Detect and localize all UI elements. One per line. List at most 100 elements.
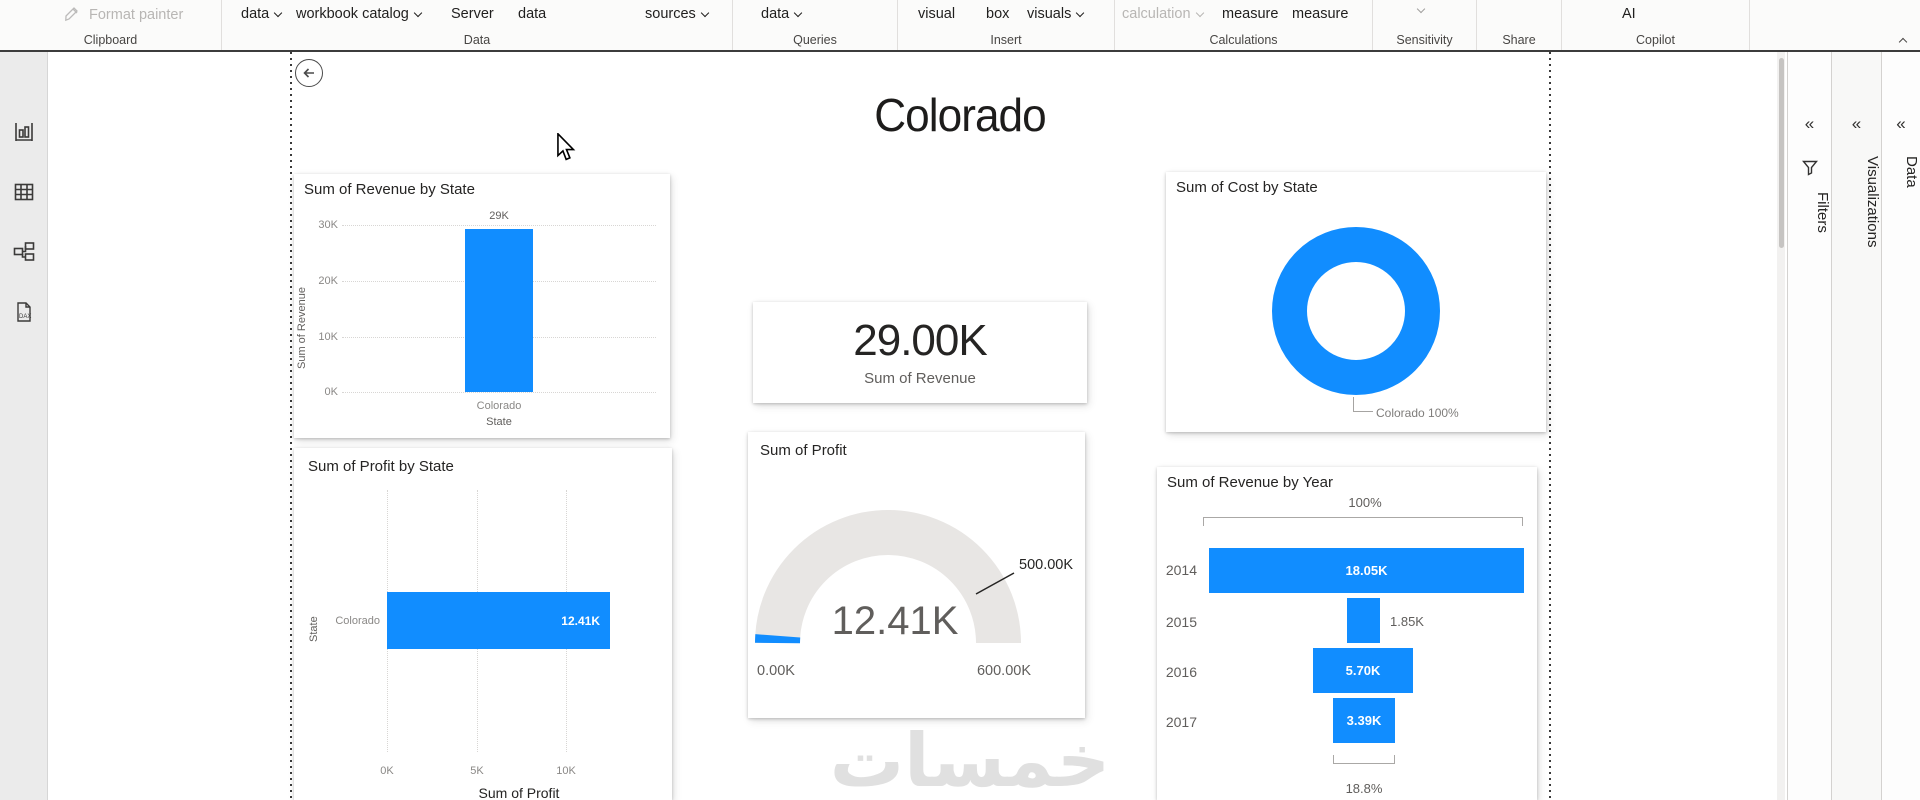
gauge-target-label: 500.00K [1019,557,1073,573]
enter-data-button[interactable]: data [518,6,547,22]
collapse-ribbon-button[interactable] [1898,32,1910,47]
y-tick: 10K [318,331,338,343]
get-data-button[interactable]: data [241,6,283,22]
filters-pane-title[interactable]: Filters [1814,192,1831,233]
copilot-ai-button[interactable]: AI [1622,6,1636,22]
chevron-up-icon [1898,37,1908,47]
new-measure-button[interactable]: measure [1222,6,1279,22]
funnel-bar-2016[interactable] [1313,648,1413,693]
page-boundary-right [1549,52,1551,800]
donut-callout-line [1353,397,1373,412]
funnel-bottom-bracket [1333,755,1395,764]
visualizations-pane: « Visualizations [1831,52,1881,800]
sensitivity-dropdown[interactable] [1416,4,1426,15]
funnel-bottom-percent: 18.8% [1345,781,1383,796]
data-pane: « Data [1881,52,1920,800]
canvas-scrollbar[interactable] [1777,52,1785,800]
y-category-label: Colorado [335,615,380,627]
gauge-min-label: 0.00K [757,663,795,679]
copilot-group-label: Copilot [1636,33,1675,47]
x-tick: 0K [380,765,394,777]
model-view-icon[interactable] [12,240,36,264]
donut-slice-colorado[interactable] [1272,227,1440,395]
recent-sources-button[interactable]: sources [645,6,710,22]
expand-filters-icon[interactable]: « [1804,114,1815,133]
bar-colorado[interactable] [387,592,610,649]
funnel-bar-2014[interactable] [1209,548,1524,593]
scrollbar-thumb[interactable] [1778,58,1784,248]
funnel-year-label: 2017 [1165,714,1197,730]
report-view-icon[interactable] [12,120,36,144]
quick-measure-button[interactable]: measure [1292,6,1349,22]
column-colorado[interactable] [465,229,533,392]
expand-visualizations-icon[interactable]: « [1851,114,1862,133]
chevron-down-icon [413,8,423,17]
transform-data-button[interactable]: data [761,6,803,22]
filter-funnel-icon[interactable] [1801,158,1819,176]
visual-title: Sum of Profit [760,442,847,459]
funnel-bar-2017[interactable] [1333,698,1395,743]
y-axis-title: State [308,616,320,642]
funnel-year-label: 2014 [1165,562,1197,578]
card-value: 29.00K [853,316,987,365]
chevron-down-icon [793,8,803,17]
chevron-down-icon [700,8,710,17]
insert-group-label: Insert [990,33,1022,47]
ribbon-group-share: Share [1477,0,1562,50]
y-tick: 0K [324,386,338,398]
visual-revenue-by-state[interactable]: Sum of Revenue by State 30K 20K 10K 0K S… [294,174,670,438]
x-axis-title: State [486,416,512,428]
visual-revenue-card[interactable]: 29.00K Sum of Revenue [753,302,1087,403]
format-painter-button[interactable]: Format painter [64,6,183,23]
x-tick: 10K [556,765,576,777]
data-pane-title[interactable]: Data [1903,156,1920,188]
card-label: Sum of Revenue [864,370,976,387]
gauge-value: 12.41K [832,599,959,643]
view-switcher: DAX [0,52,48,800]
ribbon-group-queries: data Queries [733,0,898,50]
group-calculation-button[interactable]: calculation [1122,6,1204,22]
x-axis-title: Sum of Profit [478,785,560,800]
funnel-top-bracket [1203,517,1523,526]
gauge-target-line [975,572,1015,595]
format-painter-icon [65,7,78,22]
calculations-group-label: Calculations [1209,33,1278,47]
svg-text:DAX: DAX [19,314,31,320]
chevron-down-icon [1195,8,1204,17]
ribbon-group-clipboard: Format painter Clipboard [0,0,222,50]
new-visual-button[interactable]: visual [918,6,956,22]
funnel-year-label: 2016 [1165,664,1197,680]
table-view-icon[interactable] [12,180,36,204]
funnel-top-percent: 100% [1348,495,1382,510]
funnel-value: 1.85K [1390,614,1424,629]
visual-title: Sum of Profit by State [308,458,454,475]
visual-revenue-by-year[interactable]: Sum of Revenue by Year 100% 2014 18.05K … [1157,467,1537,800]
ribbon-group-insert: visual box visuals Insert [898,0,1115,50]
dax-query-view-icon[interactable]: DAX [12,300,36,324]
y-axis-title: Sum of Revenue [296,287,308,369]
visualizations-pane-title[interactable]: Visualizations [1864,156,1881,248]
visual-cost-by-state[interactable]: Sum of Cost by State Colorado 100% [1166,172,1546,432]
ribbon: Format painter Clipboard data workbook c… [0,0,1920,52]
expand-data-icon[interactable]: « [1896,114,1906,133]
visual-profit-gauge[interactable]: Sum of Profit 12.41K 0.00K 600.00K 500.0… [748,432,1085,718]
ribbon-group-copilot: AI Copilot [1562,0,1750,50]
filters-pane: « Filters [1787,52,1831,800]
drillthrough-back-button[interactable] [295,59,323,87]
more-visuals-button[interactable]: visuals [1027,6,1085,22]
server-button[interactable]: Server [451,6,494,22]
visual-profit-by-state[interactable]: Sum of Profit by State State Colorado 12… [294,448,672,800]
visual-title: Sum of Cost by State [1176,179,1318,196]
ribbon-group-sensitivity: Sensitivity [1373,0,1477,50]
funnel-value: 3.39K [1346,713,1382,728]
chevron-down-icon [1076,8,1085,17]
data-label: 29K [489,210,509,222]
chevron-down-icon [1416,4,1426,14]
data-group-label: Data [463,33,491,47]
workbook-catalog-button[interactable]: workbook catalog [296,6,423,22]
y-tick: 30K [318,219,338,231]
funnel-bar-2015[interactable] [1347,598,1380,643]
gridline [342,392,656,393]
gauge-max-label: 600.00K [977,663,1031,679]
text-box-button[interactable]: box [986,6,1010,22]
